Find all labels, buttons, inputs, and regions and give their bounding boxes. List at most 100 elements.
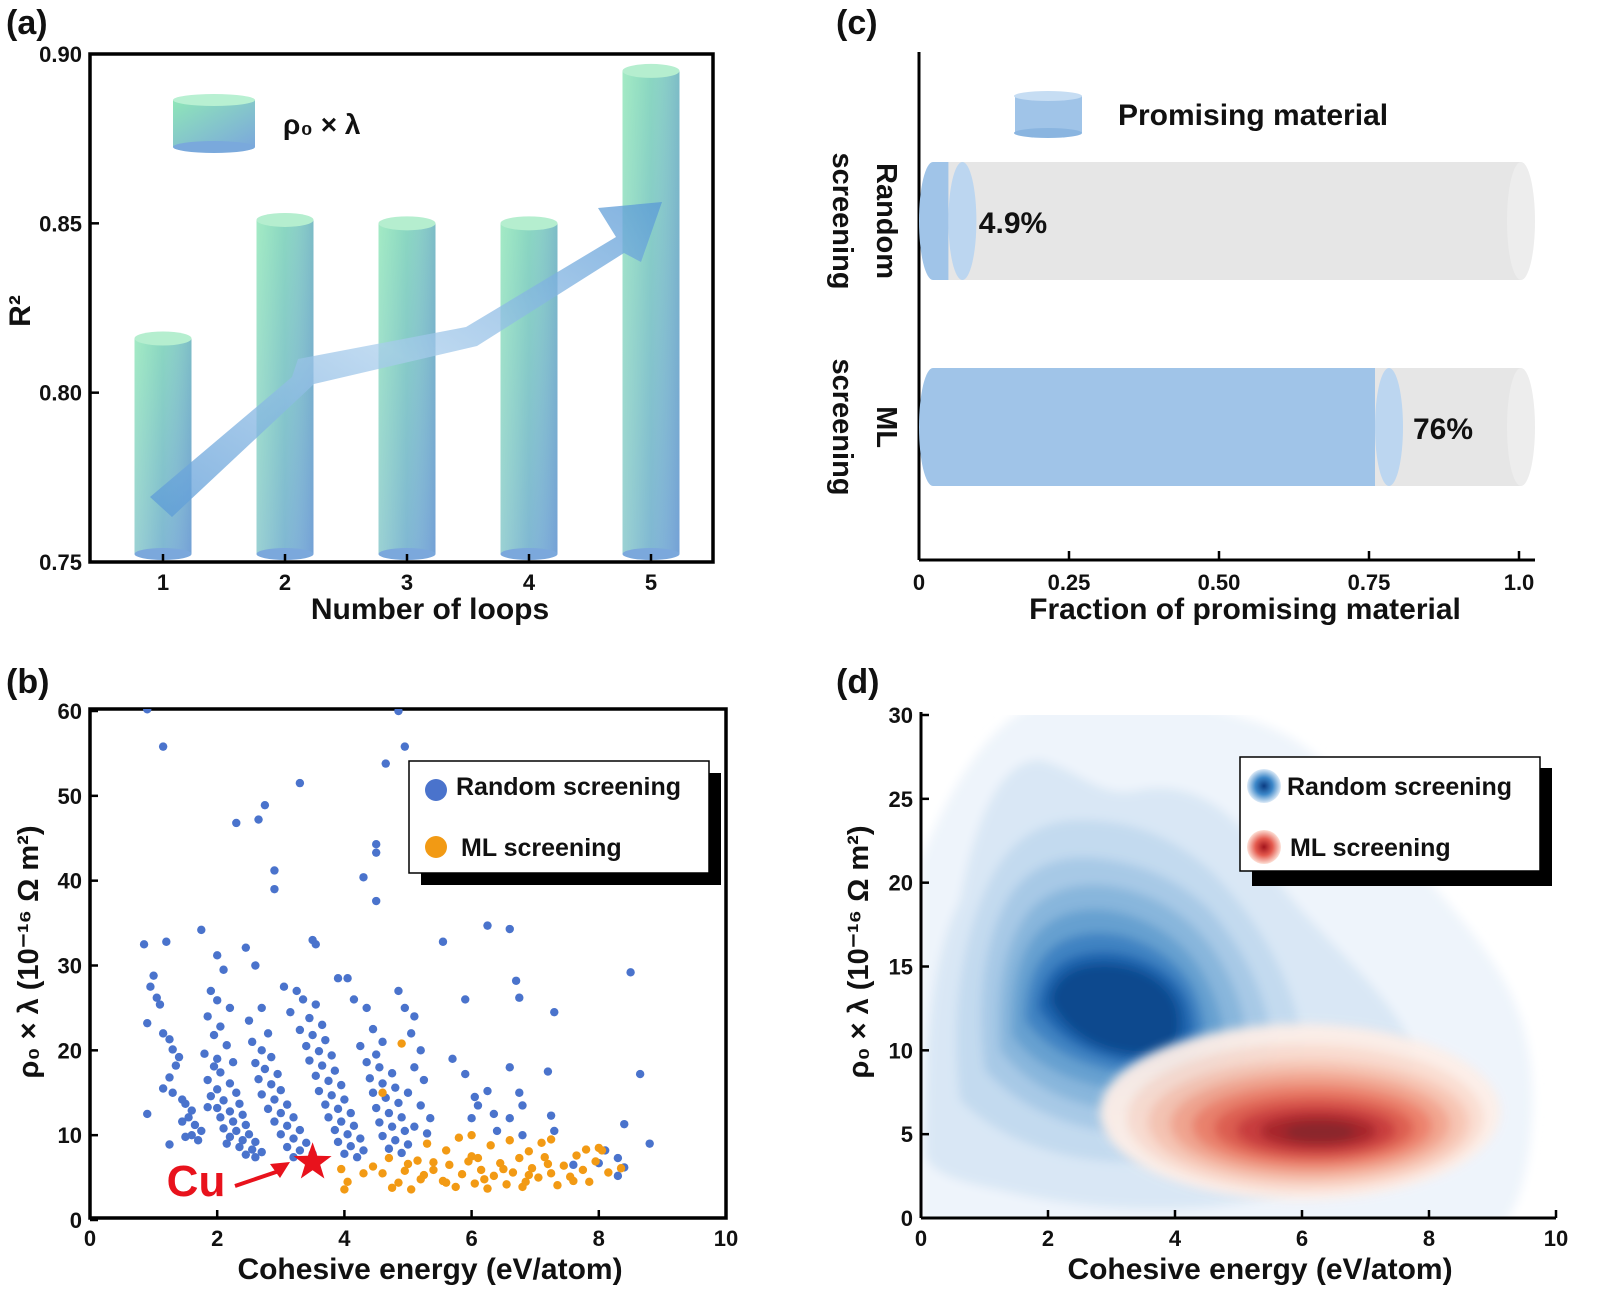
x-tick-label: 4 bbox=[1169, 1226, 1182, 1251]
scatter-point bbox=[467, 1114, 476, 1123]
scatter-point bbox=[394, 709, 403, 716]
y-tick-label: 40 bbox=[58, 869, 82, 894]
scatter-point bbox=[190, 1120, 200, 1130]
legend: Promising material bbox=[1014, 91, 1388, 138]
bar bbox=[919, 368, 1535, 486]
scatter-point bbox=[158, 1029, 168, 1038]
legend-cylinder-icon bbox=[1014, 91, 1082, 138]
x-tick-label: 10 bbox=[714, 1226, 738, 1251]
scatter-point bbox=[604, 1168, 613, 1177]
scatter-point bbox=[162, 937, 171, 946]
scatter-point bbox=[321, 1035, 330, 1045]
x-axis-title: Cohesive energy (eV/atom) bbox=[1067, 1253, 1452, 1286]
legend: Random screening ML screening bbox=[1239, 756, 1552, 886]
scatter-point bbox=[203, 1075, 212, 1085]
scatter-point bbox=[524, 1170, 534, 1180]
scatter-point bbox=[359, 1146, 368, 1155]
scatter-point bbox=[314, 1086, 324, 1096]
y-axis: 0 10 20 30 40 50 60 bbox=[58, 699, 98, 1233]
scatter-point bbox=[251, 1153, 260, 1162]
x-axis: 0 2 4 6 8 10 bbox=[915, 1210, 1568, 1251]
bar-track-end bbox=[1507, 162, 1535, 280]
scatter-point bbox=[213, 1054, 222, 1064]
x-axis: 0 2 4 6 8 10 bbox=[84, 1210, 738, 1251]
scatter-point bbox=[489, 1109, 499, 1119]
y-tick-label: 20 bbox=[58, 1038, 82, 1063]
legend-box bbox=[1239, 756, 1541, 872]
scatter-point bbox=[486, 1141, 495, 1150]
scatter-point bbox=[337, 1080, 346, 1090]
scatter-point bbox=[550, 1007, 559, 1017]
scatter-point bbox=[419, 1075, 429, 1085]
scatter-point bbox=[213, 1085, 222, 1094]
legend-marker-ml bbox=[1247, 830, 1281, 864]
scatter-point bbox=[238, 1110, 247, 1120]
scatter-point bbox=[340, 1149, 349, 1159]
scatter-point bbox=[165, 1073, 174, 1082]
scatter-point bbox=[279, 982, 289, 991]
scatter-point bbox=[365, 1074, 375, 1083]
ml-density bbox=[1100, 1024, 1500, 1200]
y-tick-label: 30 bbox=[889, 703, 913, 728]
y-axis-title: ρ₀ × λ (10⁻¹⁶ Ω m²) bbox=[13, 826, 45, 1079]
scatter-point bbox=[527, 1164, 537, 1173]
x-tick-label: 0.25 bbox=[1048, 570, 1091, 595]
scatter-point bbox=[372, 848, 381, 857]
scatter-point bbox=[247, 1037, 257, 1047]
panel-c: (c) Promising material 4.9% 76% 0 0.25 0.50… bbox=[826, 4, 1535, 626]
scatter-point bbox=[232, 818, 241, 828]
scatter-point bbox=[473, 1153, 483, 1163]
scatter-point bbox=[518, 1130, 527, 1140]
scatter-point bbox=[241, 1150, 251, 1159]
scatter-point bbox=[232, 1126, 241, 1136]
scatter-point bbox=[343, 1130, 352, 1139]
scatter-point bbox=[168, 1088, 177, 1097]
scatter-point bbox=[178, 1117, 187, 1126]
scatter-point bbox=[410, 1012, 419, 1021]
x-tick-label: 8 bbox=[1423, 1226, 1435, 1251]
scatter-point bbox=[362, 1058, 371, 1067]
scatter-point bbox=[260, 800, 270, 810]
scatter-point bbox=[356, 1134, 365, 1143]
scatter-point bbox=[333, 974, 343, 983]
x-tick-label: 10 bbox=[1544, 1226, 1568, 1251]
scatter-point bbox=[368, 1024, 378, 1034]
scatter-point bbox=[483, 921, 492, 930]
scatter-point bbox=[209, 1062, 219, 1071]
panel-b: (b) Cu Random screening ML screening 0 10… bbox=[6, 663, 738, 1286]
scatter-point bbox=[308, 1030, 317, 1040]
x-tick-label: 2 bbox=[279, 570, 291, 595]
scatter-point bbox=[368, 1162, 378, 1171]
scatter-point bbox=[327, 1051, 336, 1060]
scatter-point bbox=[359, 873, 368, 882]
scatter-point bbox=[429, 1165, 438, 1175]
scatter-point bbox=[305, 1056, 314, 1065]
scatter-point bbox=[426, 1114, 435, 1123]
scatter-point bbox=[222, 1139, 231, 1148]
scatter-point bbox=[550, 1126, 559, 1136]
scatter-point bbox=[324, 1113, 333, 1122]
scatter-point bbox=[378, 1169, 387, 1178]
scatter-point bbox=[591, 1157, 600, 1166]
scatter-point bbox=[470, 1092, 479, 1102]
scatter-point bbox=[311, 1000, 320, 1009]
scatter-point bbox=[416, 1175, 425, 1184]
category-labels: Random screening ML screening bbox=[826, 153, 902, 496]
legend-label-random: Random screening bbox=[1287, 773, 1512, 801]
scatter-point bbox=[203, 1102, 212, 1112]
scatter-point bbox=[540, 1153, 549, 1162]
scatter-point bbox=[416, 1046, 425, 1055]
x-tick-label: 3 bbox=[401, 570, 413, 595]
y-tick-label: 50 bbox=[58, 784, 82, 809]
scatter-point bbox=[546, 1169, 556, 1178]
scatter-point bbox=[343, 974, 352, 983]
scatter-point bbox=[403, 1159, 413, 1169]
ml-density-level bbox=[1284, 1122, 1356, 1142]
y-tick-label: 0 bbox=[901, 1206, 913, 1231]
scatter-point bbox=[282, 1142, 292, 1152]
scatter-point bbox=[613, 1171, 623, 1181]
scatter-point bbox=[375, 1118, 384, 1127]
scatter-point bbox=[511, 976, 521, 985]
scatter-point bbox=[263, 1104, 273, 1114]
